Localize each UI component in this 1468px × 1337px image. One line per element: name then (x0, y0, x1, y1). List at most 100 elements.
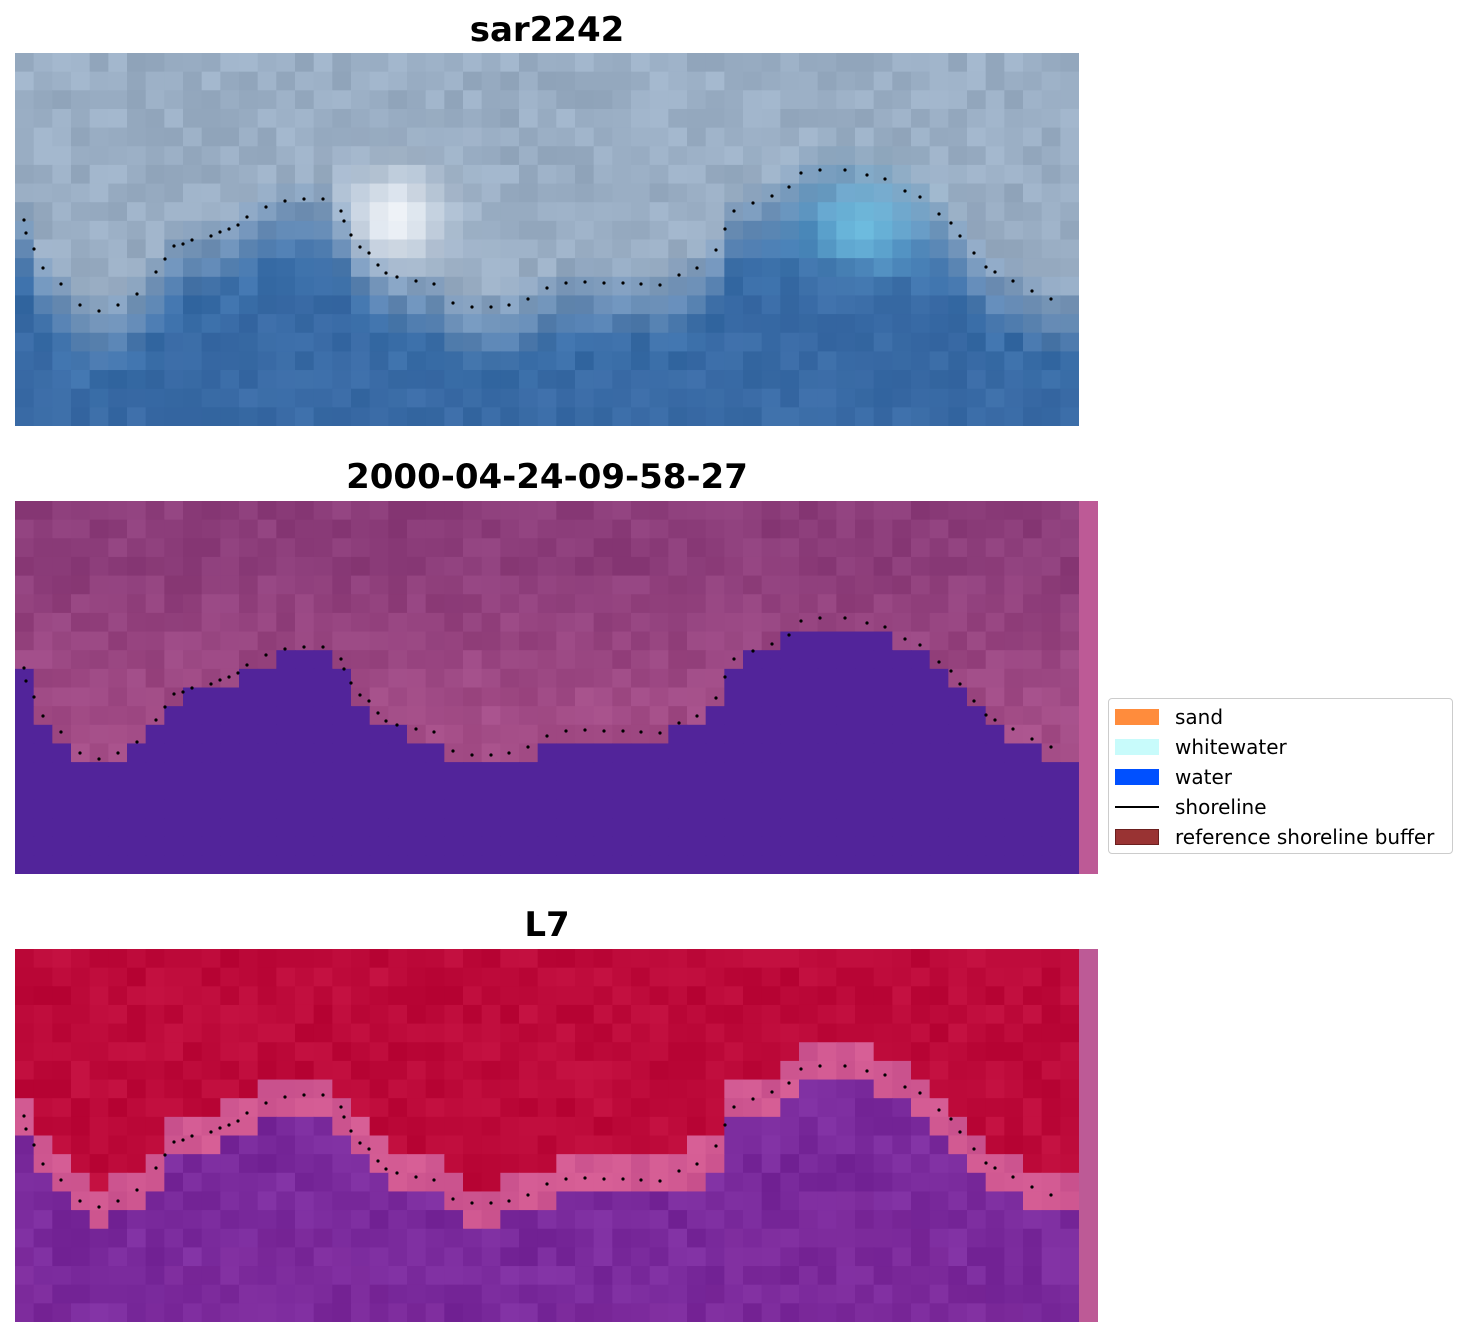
pixel (15, 855, 35, 874)
pixel (444, 1172, 464, 1193)
pixel (780, 1210, 800, 1230)
pixel (33, 1247, 53, 1267)
pixel (313, 239, 333, 259)
pixel (201, 612, 221, 633)
pixel (873, 220, 893, 241)
pixel (687, 1191, 707, 1211)
pixel (257, 1060, 277, 1081)
pixel (761, 650, 781, 670)
pixel (985, 706, 1005, 726)
pixel (295, 164, 315, 185)
pixel (369, 295, 389, 315)
pixel (444, 295, 464, 315)
classification-image-panel (15, 501, 1079, 874)
pixel (836, 332, 856, 352)
shoreline-dot (264, 1101, 268, 1105)
pixel (724, 220, 744, 241)
shoreline-dot (545, 734, 549, 738)
pixel (929, 668, 949, 689)
pixel (612, 967, 632, 987)
pixel (593, 1060, 613, 1081)
pixel (519, 556, 539, 577)
pixel (89, 1284, 109, 1304)
pixel (332, 164, 352, 185)
pixel (164, 762, 184, 782)
pixel (388, 687, 408, 707)
pixel (108, 370, 128, 390)
pixel (257, 668, 277, 689)
pixel (1004, 949, 1024, 969)
pixel (631, 332, 651, 352)
pixel (519, 706, 539, 726)
pixel (985, 1023, 1005, 1043)
pixel (873, 1023, 893, 1043)
pixel (425, 780, 445, 800)
pixel (705, 799, 725, 819)
pixel (127, 967, 147, 987)
pixel (463, 1303, 483, 1322)
pixel (873, 836, 893, 856)
pixel (836, 519, 856, 539)
pixel (687, 127, 707, 147)
pixel (1004, 818, 1024, 838)
pixel (892, 90, 912, 110)
shoreline-dot (154, 270, 158, 274)
pixel (1041, 370, 1061, 390)
pixel (388, 1023, 408, 1043)
pixel (33, 986, 53, 1006)
pixel (649, 1247, 669, 1267)
pixel (239, 1191, 259, 1211)
pixel (108, 239, 128, 259)
pixel (575, 575, 595, 595)
shoreline-dot (302, 645, 306, 649)
pixel (1004, 1191, 1024, 1211)
pixel (481, 202, 501, 222)
pixel (276, 1060, 296, 1081)
pixel (724, 314, 744, 334)
shoreline-dot (116, 303, 120, 307)
pixel (127, 314, 147, 334)
pixel (108, 1098, 128, 1118)
shoreline-dot (22, 1114, 26, 1118)
pixel (519, 855, 539, 874)
pixel (593, 1135, 613, 1155)
pixel (873, 519, 893, 539)
pixel (556, 90, 576, 110)
pixel (332, 1284, 352, 1304)
pixel (481, 706, 501, 726)
pixel (612, 1172, 632, 1193)
pixel (948, 53, 968, 73)
pixel (687, 146, 707, 166)
pixel (407, 1060, 427, 1081)
shoreline-dot (321, 645, 325, 649)
pixel (257, 818, 277, 838)
pixel (164, 743, 184, 763)
pixel (985, 1266, 1005, 1286)
pixel (687, 1004, 707, 1025)
pixel (1041, 1247, 1061, 1267)
pixel (201, 276, 221, 297)
shoreline-dot (714, 248, 718, 252)
pixel (15, 407, 35, 426)
pixel (911, 836, 931, 856)
pixel (556, 1247, 576, 1267)
pixel (351, 183, 371, 203)
pixel (108, 650, 128, 670)
pixel (985, 1303, 1005, 1322)
pixel (593, 1004, 613, 1025)
shoreline-dot (984, 265, 988, 269)
pixel (183, 276, 203, 297)
pixel (668, 276, 688, 297)
shoreline-dot (384, 271, 388, 275)
pixel (593, 276, 613, 297)
pixel (425, 799, 445, 819)
pixel (313, 519, 333, 539)
pixel (799, 855, 819, 874)
pixel (892, 575, 912, 595)
pixel (799, 668, 819, 689)
pixel (388, 1228, 408, 1248)
pixel (239, 1247, 259, 1267)
pixel (817, 687, 837, 707)
pixel (649, 370, 669, 390)
pixel (911, 1172, 931, 1193)
